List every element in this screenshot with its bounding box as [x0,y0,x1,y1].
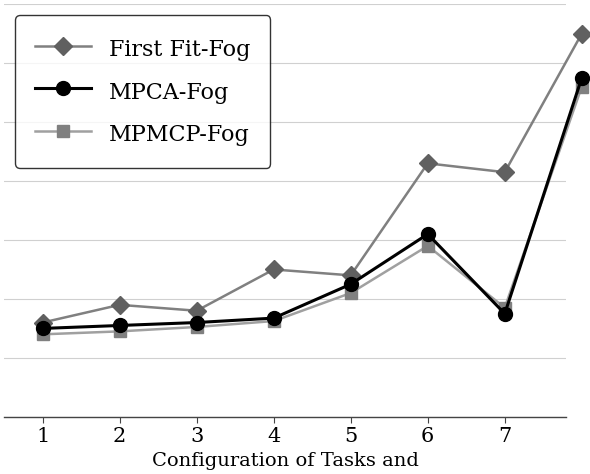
Legend: First Fit-Fog, MPCA-Fog, MPMCP-Fog: First Fit-Fog, MPCA-Fog, MPMCP-Fog [15,15,270,168]
X-axis label: Configuration of Tasks and: Configuration of Tasks and [152,452,419,470]
